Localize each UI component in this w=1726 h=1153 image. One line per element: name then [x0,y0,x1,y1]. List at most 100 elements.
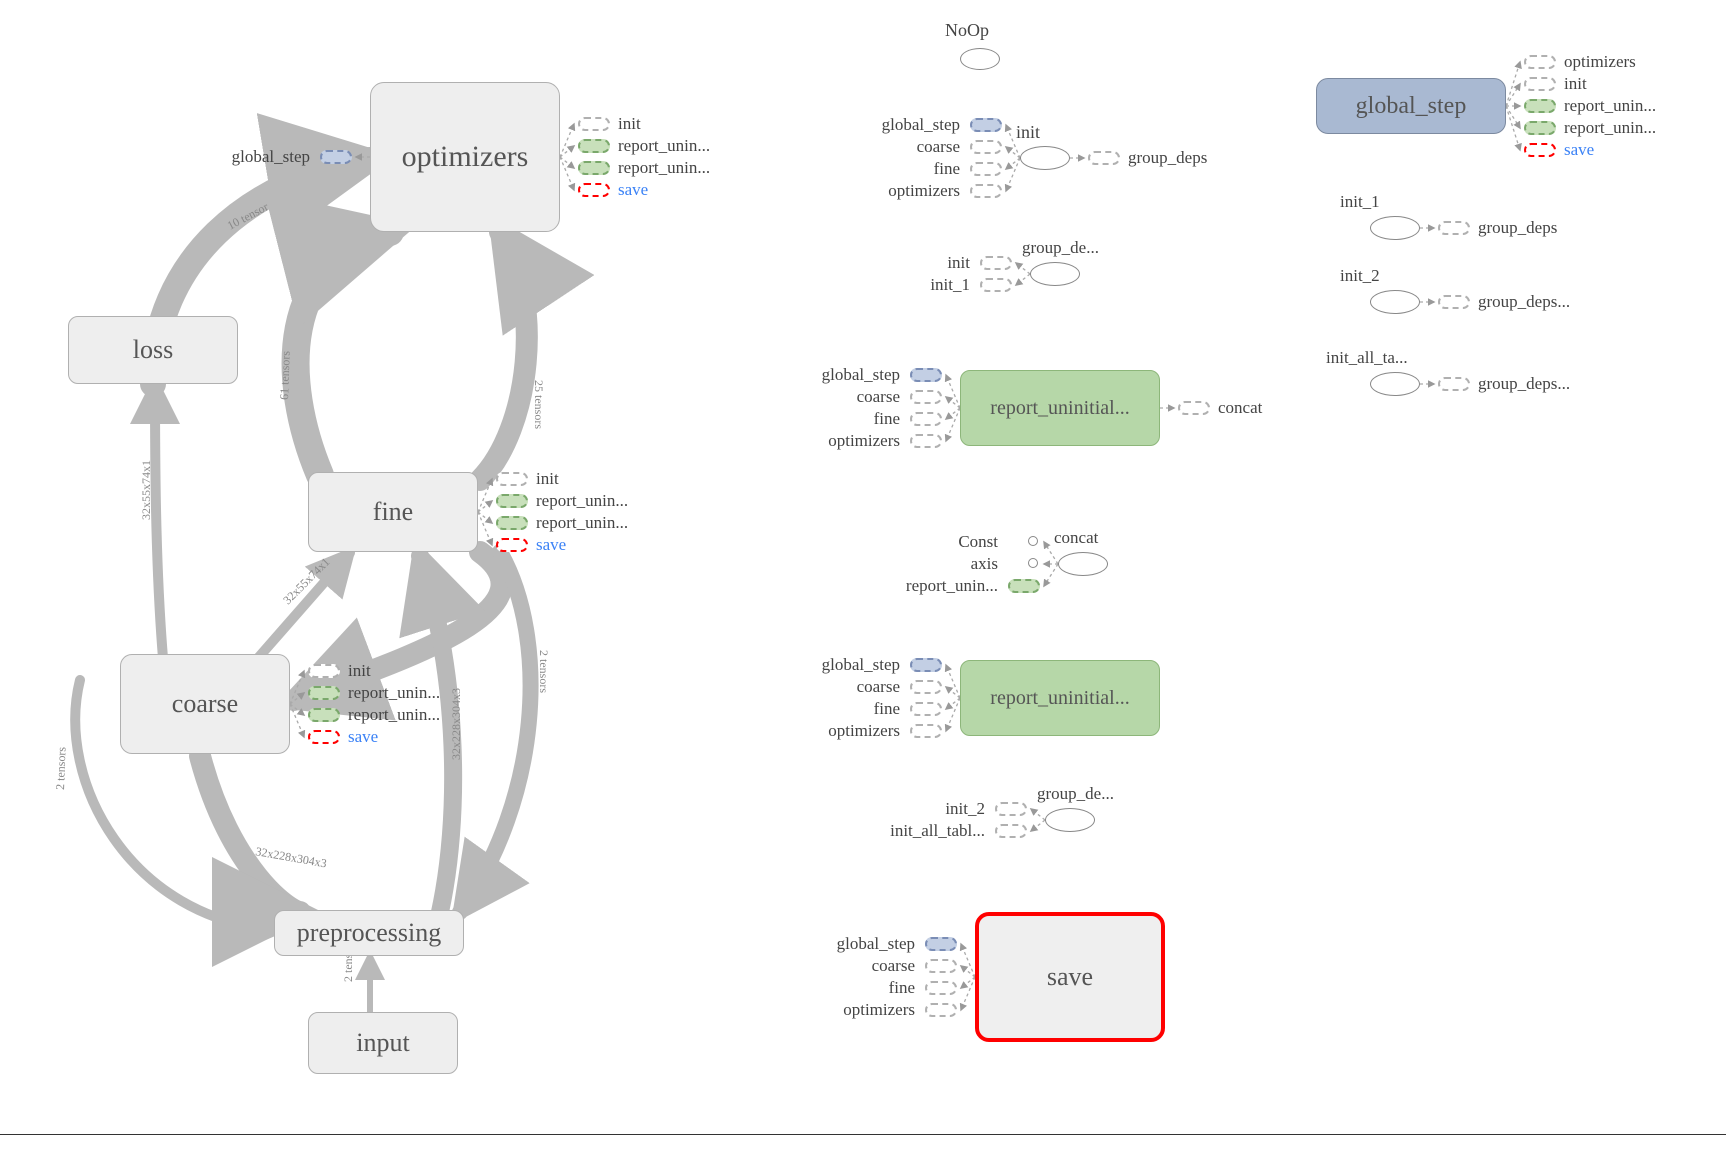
pill-green [308,686,340,700]
group1-label: group_de... [1022,238,1099,258]
annot-label: coarse [782,677,900,697]
pill-gray [1438,295,1470,309]
annot-label: report_unin... [618,136,710,156]
annot-label: init [618,114,641,134]
node-label: preprocessing [297,918,441,948]
annot-label: save [348,727,378,747]
right-ellipse [1370,290,1420,314]
pill-green [578,161,610,175]
svg-text:32x228x304x3: 32x228x304x3 [449,688,463,760]
annot-label: group_deps [1128,148,1207,168]
node-loss[interactable]: loss [68,316,238,384]
annot-label: init_all_tabl... [867,821,985,841]
pill-gray [910,434,942,448]
pill-green [496,494,528,508]
annot-label: fine [782,699,900,719]
pill-gray [970,162,1002,176]
pill-red [496,538,528,552]
annot-label: global_step [842,115,960,135]
node-label: loss [133,335,173,365]
pill-green [1008,579,1040,593]
concat-label: concat [1054,528,1098,548]
annot-label: save [618,180,648,200]
pill-gray [925,981,957,995]
footer-separator [0,1134,1726,1135]
node-report-unin-1[interactable]: report_uninitial... [960,370,1160,446]
node-preprocessing[interactable]: preprocessing [274,910,464,956]
pill-blue [320,150,352,164]
svg-text:25 tensors: 25 tensors [532,380,546,429]
node-input[interactable]: input [308,1012,458,1074]
svg-text:2 tensors: 2 tensors [537,650,551,693]
annot-label: fine [842,159,960,179]
annot-label: group_deps... [1478,292,1570,312]
pill-gray [1178,401,1210,415]
annot-label: save [1564,140,1594,160]
node-label: optimizers [402,140,529,174]
annot-label: init [852,253,970,273]
annot-label: report_unin... [880,576,998,596]
node-label: global_step [1356,93,1467,120]
annot-label: report_unin... [1564,96,1656,116]
pill-gray [1524,77,1556,91]
pill-gray [496,472,528,486]
pill-red [1524,143,1556,157]
noop-label: NoOp [945,20,989,41]
annot-label: concat [1218,398,1262,418]
init-label: init [1016,122,1040,143]
node-report-unin-2[interactable]: report_uninitial... [960,660,1160,736]
pill-red [578,183,610,197]
annot-label: init_2 [867,799,985,819]
pill-gray [308,664,340,678]
pill-gray [980,278,1012,292]
annot-label: report_unin... [618,158,710,178]
node-fine[interactable]: fine [308,472,478,552]
annot-label: global_step [782,655,900,675]
pill-gray [980,256,1012,270]
right-ellipse-label: init_1 [1340,192,1380,212]
pill-green [1524,99,1556,113]
noop-ellipse [960,48,1000,70]
node-optimizers[interactable]: optimizers [370,82,560,232]
pill-green [308,708,340,722]
pill-gray [925,1003,957,1017]
init-ellipse [1020,146,1070,170]
annot-label: coarse [782,387,900,407]
svg-text:32x55x74x1: 32x55x74x1 [139,460,153,520]
pill-gray [910,680,942,694]
annot-label: fine [797,978,915,998]
annot-label: report_unin... [536,491,628,511]
pill-gray [1088,151,1120,165]
group2-label: group_de... [1037,784,1114,804]
pill-blue [925,937,957,951]
pill-gray [925,959,957,973]
pill-gray [995,802,1027,816]
right-ellipse-label: init_all_ta... [1326,348,1408,368]
node-save[interactable]: save [975,912,1165,1042]
annot-label: report_unin... [1564,118,1656,138]
annot-label: init [1564,74,1587,94]
node-label: save [1047,962,1093,992]
concat-ellipse [1058,552,1108,576]
annot-label: optimizers [1564,52,1636,72]
node-label: report_uninitial... [990,397,1129,420]
annot-label: group_deps... [1478,374,1570,394]
annot-label: report_unin... [536,513,628,533]
annot-label: init_1 [852,275,970,295]
pill-blue [910,658,942,672]
right-ellipse-label: init_2 [1340,266,1380,286]
annot-label: report_unin... [348,683,440,703]
annot-label: group_deps [1478,218,1557,238]
pill-gray [970,184,1002,198]
pill-red [308,730,340,744]
group2-ellipse [1045,808,1095,832]
node-coarse[interactable]: coarse [120,654,290,754]
right-ellipse [1370,216,1420,240]
svg-text:32x228x304x3: 32x228x304x3 [254,844,327,870]
svg-text:61 tensors: 61 tensors [277,350,293,400]
node-global-step[interactable]: global_step [1316,78,1506,134]
pill-green [578,139,610,153]
annot-label: global_step [797,934,915,954]
node-label: coarse [172,689,238,719]
right-ellipse [1370,372,1420,396]
